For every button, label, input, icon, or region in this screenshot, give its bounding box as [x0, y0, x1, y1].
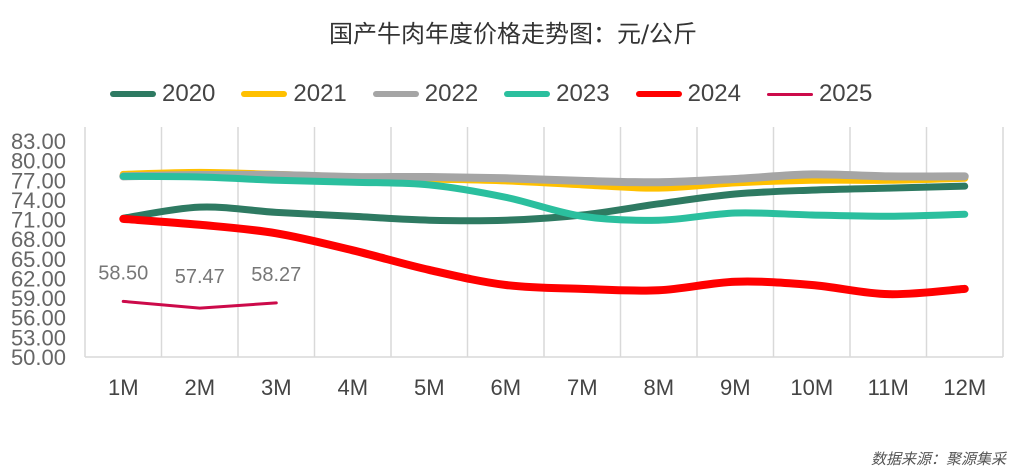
y-tick-label: 80.00 — [11, 149, 66, 174]
y-tick-label: 71.00 — [11, 208, 66, 233]
legend-item-2023: 2023 — [504, 80, 610, 108]
legend-swatch — [766, 92, 813, 96]
x-tick-label: 9M — [720, 375, 751, 400]
legend-swatch — [241, 91, 288, 97]
series-line-2022 — [119, 170, 969, 187]
legend-label: 2021 — [293, 80, 347, 107]
x-tick-label: 5M — [414, 375, 445, 400]
data-label: 57.47 — [175, 266, 225, 288]
legend-item-2024: 2024 — [635, 80, 741, 108]
legend-label: 2022 — [424, 80, 479, 107]
x-tick-label: 4M — [337, 375, 368, 400]
source-note: 数据来源：聚源集采 — [870, 450, 1006, 468]
y-tick-label: 68.00 — [11, 227, 66, 252]
legend-swatch — [635, 91, 682, 97]
y-tick-label: 59.00 — [11, 286, 66, 311]
y-tick-label: 53.00 — [11, 325, 66, 350]
chart-title: 国产牛肉年度价格走势图：元/公斤 — [328, 20, 698, 48]
y-tick-label: 65.00 — [11, 247, 66, 272]
series-line-2024 — [119, 214, 969, 299]
legend-label: 2020 — [162, 80, 216, 107]
data-label: 58.50 — [98, 262, 148, 284]
x-tick-label: 6M — [490, 375, 521, 400]
x-tick-label: 12M — [943, 375, 986, 400]
series-line-2020 — [119, 182, 969, 225]
data-label: 58.27 — [251, 264, 301, 286]
legend-item-2022: 2022 — [372, 80, 479, 108]
legend-swatch — [110, 91, 156, 97]
legend-label: 2023 — [556, 80, 610, 107]
legend-label: 2024 — [687, 80, 741, 107]
legend-item-2021: 2021 — [241, 80, 347, 108]
x-tick-label: 3M — [261, 375, 292, 400]
x-tick-label: 1M — [108, 375, 139, 400]
legend: 2020 2021 2022 2023 2024 2025 — [110, 80, 898, 108]
legend-swatch — [372, 91, 419, 97]
y-tick-label: 50.00 — [11, 345, 66, 370]
series-line-2023 — [119, 172, 969, 224]
y-tick-label: 62.00 — [11, 266, 66, 291]
x-tick-label: 10M — [790, 375, 833, 400]
x-tick-label: 7M — [567, 375, 598, 400]
legend-label: 2025 — [818, 80, 873, 107]
series-line-2025 — [121, 299, 278, 310]
y-tick-label: 56.00 — [11, 306, 66, 331]
x-tick-label: 2M — [184, 375, 215, 400]
y-tick-label: 83.00 — [11, 129, 66, 154]
x-tick-label: 11M — [868, 375, 909, 400]
legend-swatch — [504, 91, 551, 97]
x-tick-label: 8M — [643, 375, 674, 400]
legend-item-2020: 2020 — [110, 80, 215, 108]
legend-item-2025: 2025 — [766, 80, 873, 108]
y-tick-label: 77.00 — [11, 168, 66, 193]
y-tick-label: 74.00 — [11, 188, 66, 213]
